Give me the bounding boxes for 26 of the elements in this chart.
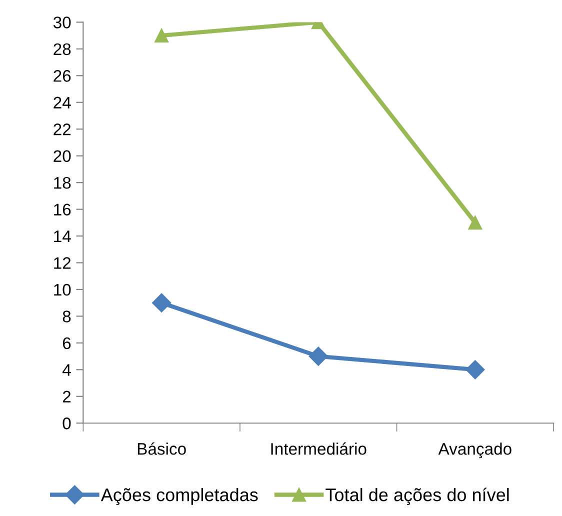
y-tick-label: 4 (62, 364, 71, 376)
y-tick-label: 28 (54, 43, 71, 56)
point (308, 346, 328, 366)
x-tick-label: Avançado (438, 442, 512, 458)
y-tick-label: 26 (54, 70, 71, 82)
x-tick-label: Intermediário (271, 442, 366, 455)
y-tick-label: 22 (54, 124, 71, 136)
y-tick-label: 24 (54, 96, 71, 108)
x-tick-label: Básico (138, 442, 186, 455)
y-tick-label: 14 (54, 230, 71, 242)
y-tick-label: 18 (54, 176, 71, 189)
y-tick-label: 20 (54, 150, 71, 162)
y-tick-label: 16 (54, 204, 71, 216)
point (152, 293, 172, 312)
y-tick-label: 2 (62, 390, 71, 402)
legend-label: Ações completadas (100, 488, 258, 505)
y-tick-label: 6 (62, 337, 71, 350)
y-tick-label: 10 (54, 284, 71, 296)
point (154, 28, 169, 42)
y-tick-label: 0 (62, 418, 71, 430)
point (466, 360, 485, 380)
legend-label: Total de ações do nível (326, 488, 509, 505)
point (468, 216, 482, 230)
y-tick-label: 8 (62, 310, 71, 322)
y-tick-label: 12 (54, 257, 71, 269)
y-tick-label: 30 (53, 16, 71, 28)
